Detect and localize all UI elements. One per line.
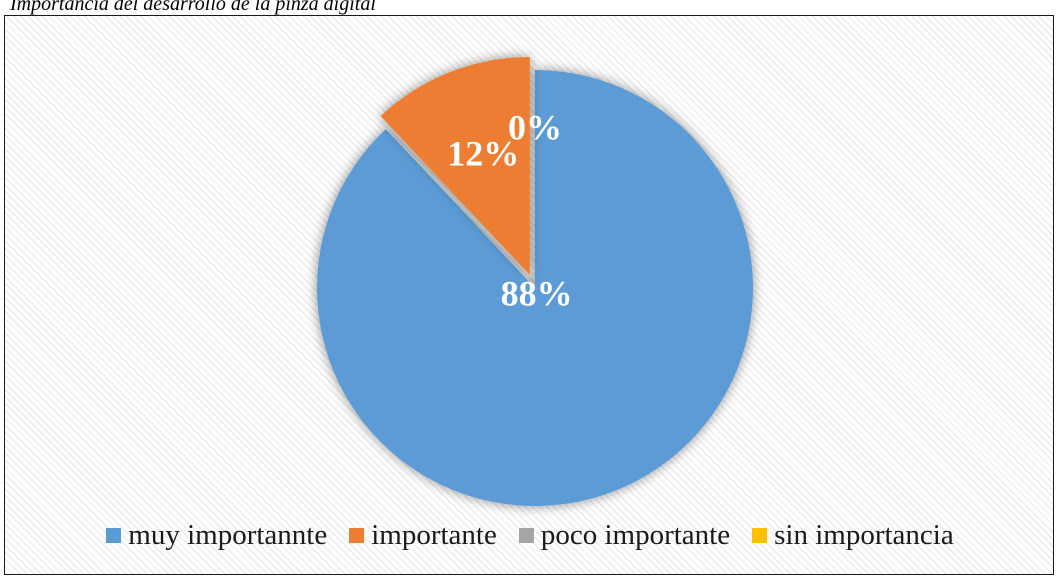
legend-label: sin importancia — [774, 519, 954, 551]
legend-label: poco importante — [540, 519, 731, 551]
legend-item-sin-importancia: sin importancia — [752, 519, 954, 552]
chart-caption: Importancia del desarrollo de la pinza d… — [10, 0, 376, 15]
pie-slice-muy-importannte — [317, 70, 753, 506]
data-label-importante: 12% — [447, 134, 519, 174]
legend-item-importante: importante — [349, 519, 497, 552]
legend-item-muy-importannte: muy importannte — [106, 519, 327, 552]
data-label-muy-importannte: 88% — [501, 273, 573, 313]
pie-slice-importante — [380, 56, 530, 275]
data-label-sin-importancia: 0% — [508, 107, 562, 147]
chart-area: 88% 12% 0% muy importannte importante poco i… — [4, 15, 1054, 575]
chart-legend: muy importannte importante poco importante… — [5, 519, 1055, 552]
legend-item-poco-importante: poco importante — [518, 519, 731, 552]
pie-chart: 88% 12%0% — [317, 56, 753, 506]
legend-swatch — [752, 528, 768, 543]
legend-label: muy importannte — [128, 519, 328, 551]
legend-swatch — [349, 528, 365, 543]
legend-swatch — [518, 528, 534, 543]
legend-swatch — [106, 528, 122, 543]
legend-label: importante — [371, 519, 497, 551]
